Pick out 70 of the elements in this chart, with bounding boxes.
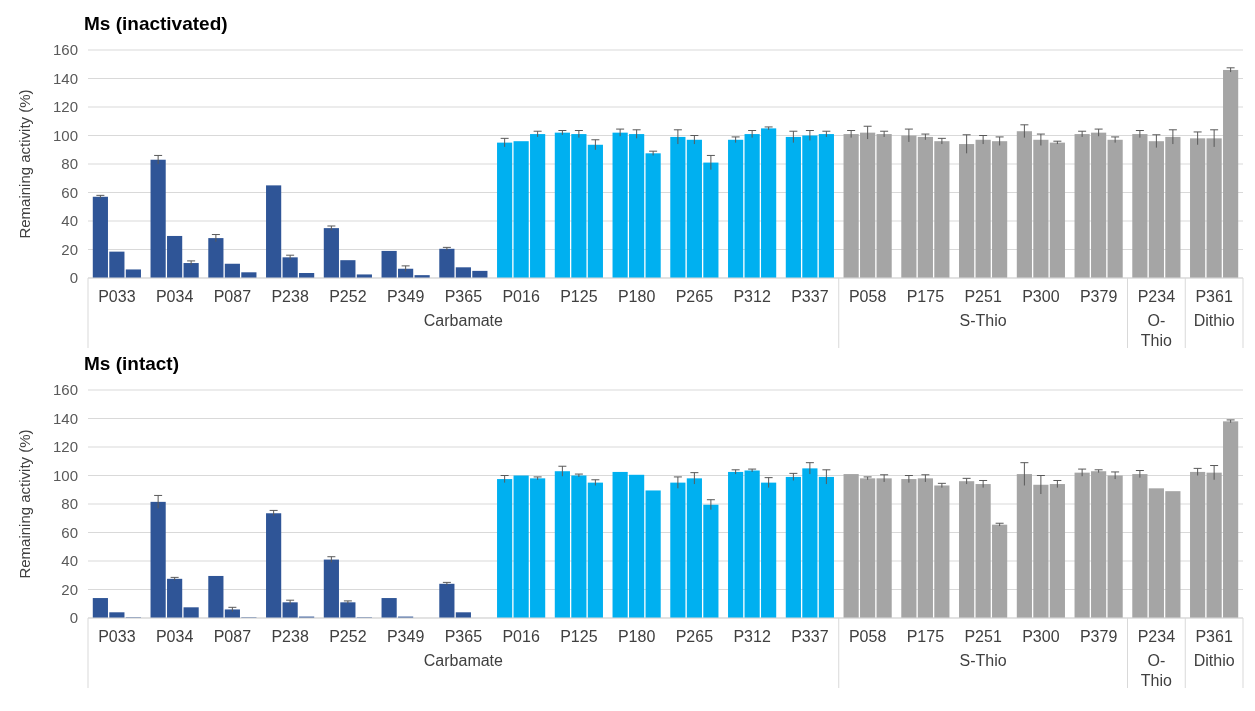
y-tick-label: 20 (61, 240, 78, 258)
y-tick-label: 140 (52, 409, 78, 427)
text: Dithio (1193, 312, 1235, 329)
x-tick-label: P312 (733, 628, 771, 645)
text: S-Thio (959, 312, 1007, 329)
x-tick-label: P087 (213, 288, 252, 305)
x-tick-label: P016 (502, 288, 540, 305)
text: S-Thio (959, 652, 1007, 669)
x-tick-label: P365 (444, 628, 483, 645)
y-tick-label: 80 (61, 495, 78, 513)
y-tick-label: 20 (61, 580, 78, 598)
x-tick-label: P016 (502, 628, 540, 645)
x-tick-label: P033 (98, 288, 136, 305)
x-tick-label: P379 (1079, 288, 1118, 305)
x-tick-label: P180 (617, 628, 656, 645)
y-tick-label: 100 (52, 466, 78, 484)
text: Dithio (1193, 652, 1235, 669)
y-tick-label: 100 (52, 126, 78, 144)
x-tick-label: P238 (271, 628, 309, 645)
text: O-Thio (1140, 652, 1173, 689)
text: Carbamate (423, 652, 504, 669)
x-tick-label: P252 (329, 628, 367, 645)
x-tick-label: P265 (675, 628, 714, 645)
text: Carbamate (423, 312, 504, 329)
y-tick-label: 60 (61, 523, 78, 541)
x-tick-label: P361 (1195, 628, 1233, 645)
x-tick-label: P180 (617, 288, 656, 305)
x-tick-label: P175 (906, 628, 945, 645)
chart-title: Ms (inactivated) (84, 13, 228, 34)
x-tick-label: P175 (906, 288, 945, 305)
x-tick-label: P251 (964, 288, 1002, 305)
x-tick-label: P349 (386, 628, 425, 645)
x-tick-label: P125 (560, 628, 598, 645)
x-tick-label: P234 (1137, 628, 1176, 645)
x-tick-label: P234 (1137, 288, 1176, 305)
x-tick-label: P265 (675, 288, 714, 305)
x-tick-label: P033 (98, 628, 136, 645)
x-tick-label: P300 (1022, 288, 1060, 305)
chart-title: Ms (intact) (84, 353, 179, 374)
x-tick-label: P125 (560, 288, 598, 305)
x-tick-label: P058 (848, 288, 887, 305)
x-tick-label: P337 (791, 628, 829, 645)
y-tick-label: 160 (52, 41, 78, 59)
x-tick-label: P337 (791, 288, 829, 305)
x-tick-label: P379 (1079, 628, 1118, 645)
y-tick-label: 40 (61, 212, 78, 230)
x-tick-label: P312 (733, 288, 771, 305)
x-tick-label: P034 (155, 288, 194, 305)
x-tick-label: P058 (848, 628, 887, 645)
y-tick-label: 140 (52, 69, 78, 87)
y-axis-title: Remaining activity (%) (16, 429, 33, 579)
y-tick-label: 120 (52, 98, 78, 116)
y-axis-title: Remaining activity (%) (16, 89, 33, 239)
x-tick-label: P252 (329, 288, 367, 305)
y-tick-label: 120 (52, 438, 78, 456)
y-tick-label: 60 (61, 183, 78, 201)
x-tick-label: P365 (444, 288, 483, 305)
x-tick-label: P349 (386, 288, 425, 305)
y-tick-label: 80 (61, 155, 78, 173)
x-tick-label: P238 (271, 288, 309, 305)
y-tick-label: 0 (69, 269, 78, 287)
y-tick-label: 40 (61, 552, 78, 570)
y-tick-label: 160 (52, 381, 78, 399)
x-tick-label: P087 (213, 628, 252, 645)
x-tick-label: P300 (1022, 628, 1060, 645)
x-tick-label: P034 (155, 628, 194, 645)
text: O-Thio (1140, 312, 1173, 349)
x-tick-label: P361 (1195, 288, 1233, 305)
x-tick-label: P251 (964, 628, 1002, 645)
y-tick-label: 0 (69, 609, 78, 627)
